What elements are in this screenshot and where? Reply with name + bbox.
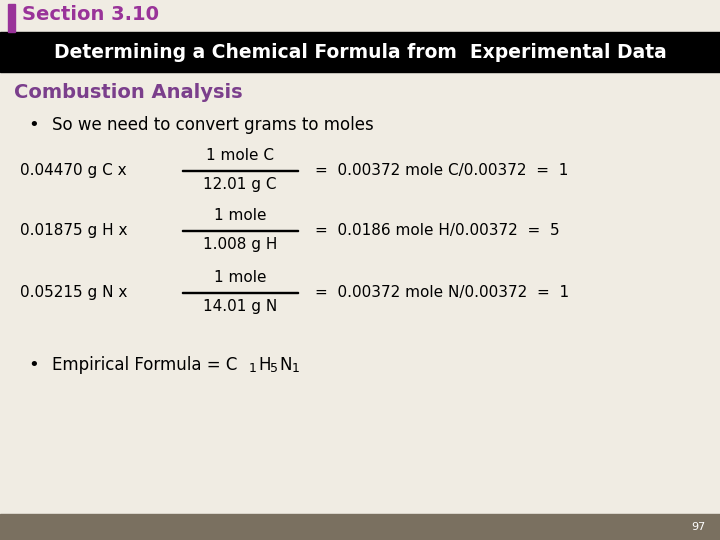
Bar [182, 170, 298, 171]
Text: •: • [28, 116, 39, 134]
Text: 0.05215 g N x: 0.05215 g N x [20, 285, 127, 300]
Text: 5: 5 [270, 362, 278, 375]
Text: 14.01 g N: 14.01 g N [203, 300, 277, 314]
Text: •: • [28, 356, 39, 374]
Text: So we need to convert grams to moles: So we need to convert grams to moles [52, 116, 374, 134]
Text: =  0.0186 mole H/0.00372  =  5: = 0.0186 mole H/0.00372 = 5 [315, 222, 559, 238]
Text: 97: 97 [690, 522, 705, 532]
Bar [8, 4, 15, 32]
Text: Determining a Chemical Formula from  Experimental Data: Determining a Chemical Formula from Expe… [53, 43, 667, 62]
Bar [0, 32, 720, 72]
Bar [182, 292, 298, 293]
Text: N: N [279, 356, 292, 374]
Text: =  0.00372 mole N/0.00372  =  1: = 0.00372 mole N/0.00372 = 1 [315, 285, 569, 300]
Text: 1 mole: 1 mole [214, 208, 266, 224]
Bar [182, 230, 298, 231]
Text: Combustion Analysis: Combustion Analysis [14, 84, 243, 103]
Text: Section 3.10: Section 3.10 [22, 5, 159, 24]
Text: 12.01 g C: 12.01 g C [203, 178, 276, 192]
Text: 1 mole C: 1 mole C [206, 148, 274, 164]
Text: 0.01875 g H x: 0.01875 g H x [20, 222, 127, 238]
Text: 1: 1 [292, 362, 300, 375]
Bar [0, 514, 720, 540]
Text: H: H [258, 356, 271, 374]
Text: 1: 1 [249, 362, 257, 375]
Text: Empirical Formula = C: Empirical Formula = C [52, 356, 238, 374]
Text: 1 mole: 1 mole [214, 271, 266, 286]
Text: =  0.00372 mole C/0.00372  =  1: = 0.00372 mole C/0.00372 = 1 [315, 163, 568, 178]
Text: 0.04470 g C x: 0.04470 g C x [20, 163, 127, 178]
Text: 1.008 g H: 1.008 g H [203, 238, 277, 253]
